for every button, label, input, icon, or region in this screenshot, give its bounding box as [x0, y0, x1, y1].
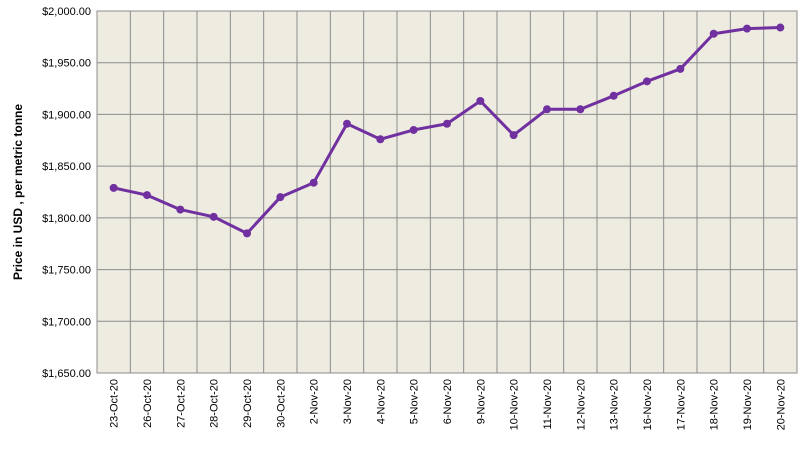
data-point: [576, 105, 585, 114]
y-tick-label: $2,000.00: [42, 6, 91, 18]
x-tick-label: 9-Nov-20: [475, 379, 487, 424]
y-tick-label: $1,900.00: [42, 109, 91, 121]
data-point: [709, 29, 718, 38]
data-point: [276, 193, 285, 202]
gridlines: [96, 10, 798, 374]
x-tick-label: 3-Nov-20: [342, 379, 354, 424]
x-tick-label: 19-Nov-20: [742, 379, 754, 430]
x-tick-label: 28-Oct-20: [209, 379, 221, 428]
data-point: [643, 77, 651, 86]
x-tick-label: 16-Nov-20: [642, 379, 654, 430]
data-point: [143, 191, 151, 200]
data-point: [409, 125, 418, 134]
x-tick-label: 2-Nov-20: [309, 379, 321, 424]
x-tick-label: 13-Nov-20: [609, 379, 621, 430]
x-tick-label: 29-Oct-20: [242, 379, 254, 428]
y-axis: $1,650.00 $1,700.00 $1,750.00 $1,800.00 $1,8…: [42, 6, 91, 380]
x-tick-label: 11-Nov-20: [542, 379, 554, 430]
data-point: [676, 64, 685, 73]
y-tick-label: $1,950.00: [42, 58, 91, 70]
data-point: [176, 205, 185, 214]
x-tick-label: 18-Nov-20: [709, 379, 721, 430]
x-tick-label: 17-Nov-20: [675, 379, 687, 430]
plot-area: [96, 10, 798, 374]
x-tick-label: 10-Nov-20: [509, 379, 521, 430]
x-tick-label: 6-Nov-20: [442, 379, 454, 424]
x-axis: 23-Oct-20 26-Oct-20 27-Oct-20 28-Oct-20 29-O…: [109, 379, 788, 430]
data-point: [109, 183, 118, 192]
x-tick-label: 20-Nov-20: [775, 379, 787, 430]
y-tick-label: $1,800.00: [42, 213, 91, 225]
x-tick-label: 4-Nov-20: [375, 379, 387, 424]
y-axis-title: Price in USD , per metric tonne: [11, 104, 25, 280]
x-tick-label: 12-Nov-20: [575, 379, 587, 430]
data-point: [343, 119, 351, 128]
data-point: [243, 229, 251, 238]
x-tick-label: 30-Oct-20: [275, 379, 287, 428]
data-point: [543, 105, 551, 114]
data-point: [509, 131, 518, 140]
x-tick-label: 27-Oct-20: [175, 379, 187, 428]
x-tick-label: 26-Oct-20: [142, 379, 154, 428]
y-tick-label: $1,850.00: [42, 161, 91, 173]
x-tick-label: 23-Oct-20: [109, 379, 121, 428]
data-point: [443, 119, 451, 128]
data-point: [776, 23, 785, 32]
data-point: [376, 135, 385, 144]
data-point: [209, 212, 218, 221]
y-tick-label: $1,650.00: [42, 368, 91, 380]
series-markers: [109, 23, 785, 238]
x-tick-label: 5-Nov-20: [409, 379, 421, 424]
y-tick-label: $1,700.00: [42, 316, 91, 328]
data-point: [609, 91, 618, 100]
data-point: [743, 24, 751, 33]
data-point: [476, 96, 485, 105]
y-tick-label: $1,750.00: [42, 265, 91, 277]
data-point: [309, 178, 318, 187]
